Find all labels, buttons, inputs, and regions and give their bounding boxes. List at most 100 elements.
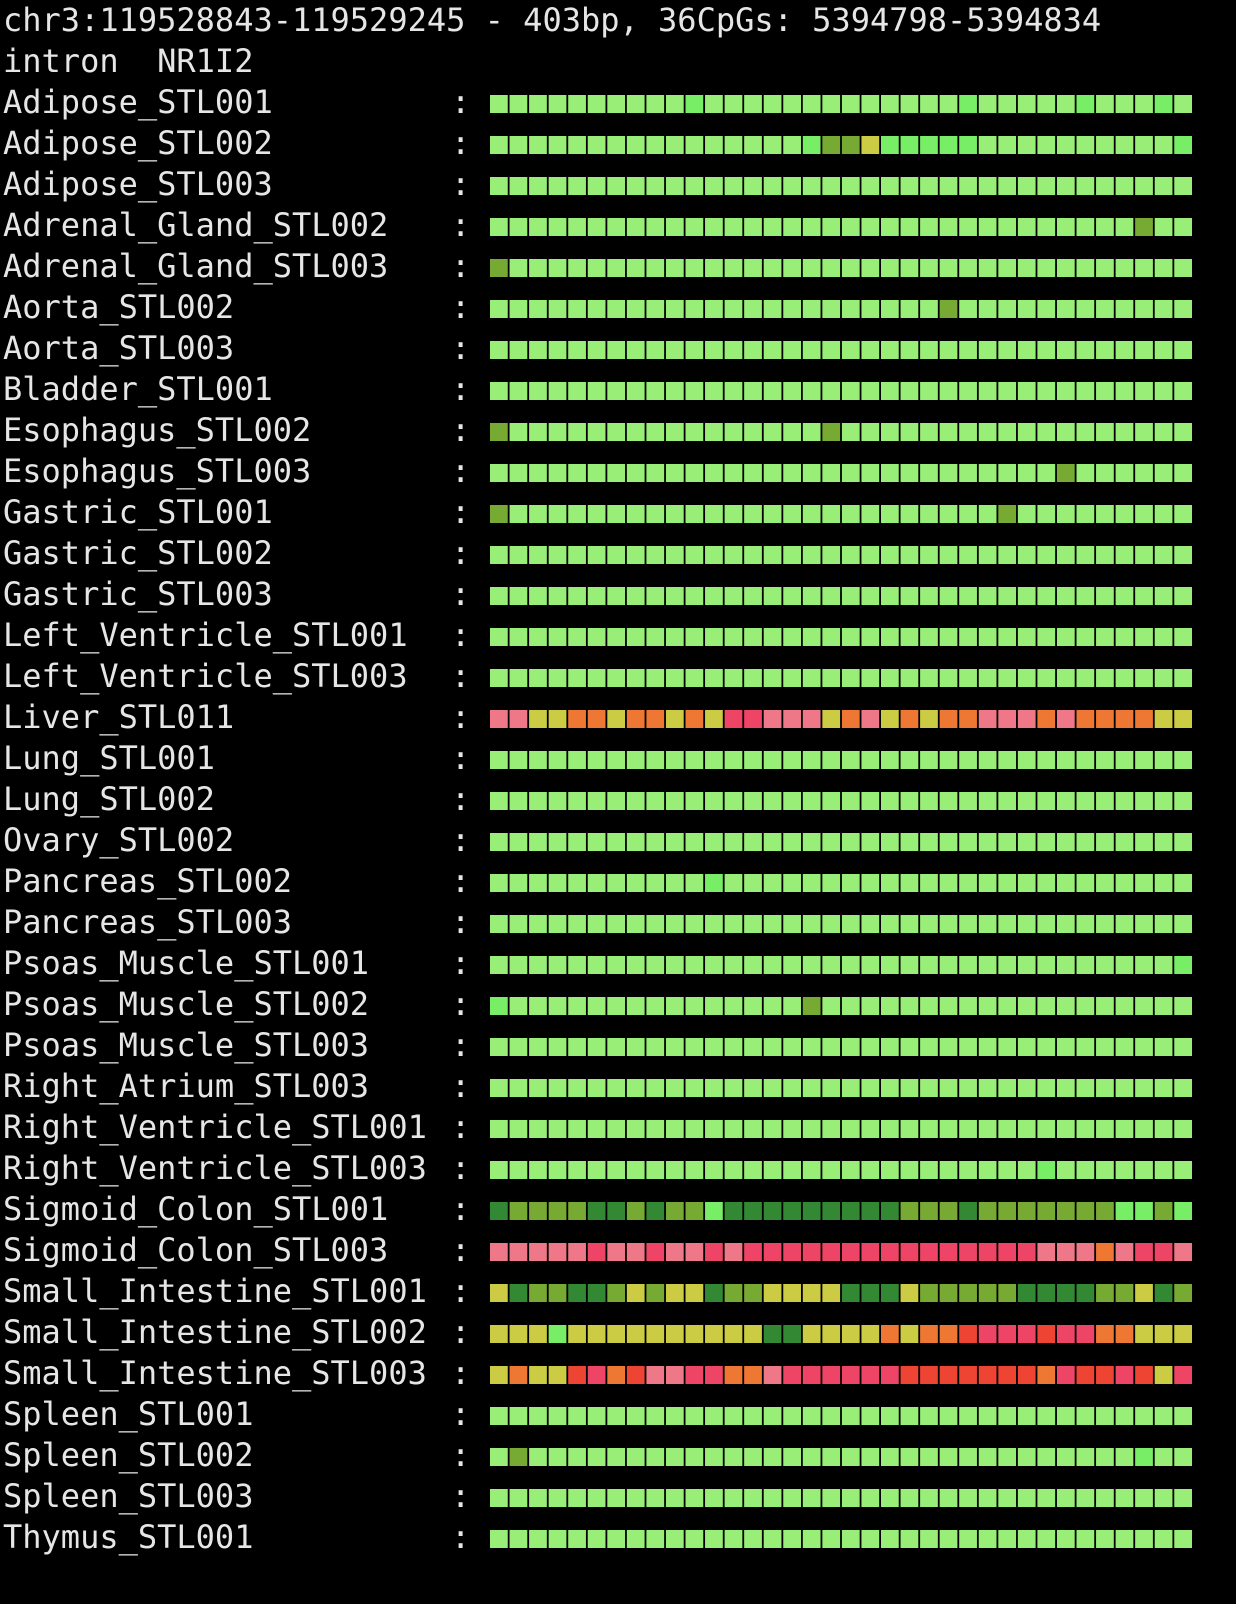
- cpg-cell: [509, 587, 528, 605]
- cpg-cell: [665, 1243, 684, 1261]
- cpg-cell: [1135, 95, 1153, 113]
- separator: :: [451, 780, 470, 818]
- cpg-cell: [568, 669, 586, 687]
- cpg-cell: [626, 382, 645, 400]
- cpg-cell: [568, 259, 586, 277]
- cpg-cell: [705, 1407, 723, 1425]
- cpg-cell: [998, 505, 1017, 523]
- cpg-cell: [490, 1161, 508, 1179]
- cpg-cell: [548, 1284, 567, 1302]
- cpg-cell: [1174, 1530, 1192, 1548]
- cpg-cell: [841, 1489, 860, 1507]
- annotation: intron NR1I2: [3, 42, 253, 80]
- cpg-cell: [1115, 382, 1134, 400]
- row-label: Right_Atrium_STL003: [3, 1067, 369, 1105]
- cpg-cell: [1154, 874, 1173, 892]
- cpg-cell: [783, 669, 801, 687]
- cpg-cell: [802, 628, 821, 646]
- cpg-cell: [763, 1284, 782, 1302]
- cpg-cell: [861, 1448, 880, 1466]
- cpg-cell: [939, 1448, 958, 1466]
- cpg-cell: [841, 628, 860, 646]
- cpg-cell: [1096, 833, 1114, 851]
- cpg-cell: [626, 1530, 645, 1548]
- cpg-cell: [607, 546, 626, 564]
- cpg-cell: [646, 341, 665, 359]
- cpg-cell: [939, 259, 958, 277]
- cpg-cell: [626, 423, 645, 441]
- cpg-cell: [1135, 1366, 1153, 1384]
- cpg-cell: [568, 1407, 586, 1425]
- cpg-cell: [763, 382, 782, 400]
- cpg-cell: [1076, 218, 1095, 236]
- cpg-cell: [685, 341, 704, 359]
- cpg-cell: [939, 710, 958, 728]
- cpg-cell: [861, 505, 880, 523]
- cpg-cell: [1037, 833, 1056, 851]
- cpg-cell: [626, 669, 645, 687]
- cpg-cell: [490, 464, 508, 482]
- cpg-cell: [529, 382, 547, 400]
- cpg-cell: [548, 1407, 567, 1425]
- cpg-cell: [802, 669, 821, 687]
- cpg-cell: [959, 1079, 977, 1097]
- cpg-cell: [724, 382, 743, 400]
- row-label: Liver_STL011: [3, 698, 234, 736]
- cpg-cell: [920, 915, 938, 933]
- cpg-cell: [881, 833, 899, 851]
- cpg-cell: [1115, 177, 1134, 195]
- cpg-cell: [646, 218, 665, 236]
- cpg-cell: [998, 1120, 1017, 1138]
- cpg-cell: [881, 1038, 899, 1056]
- cpg-cell: [998, 136, 1017, 154]
- cpg-cell: [783, 874, 801, 892]
- cpg-cell: [900, 956, 919, 974]
- cpg-cell: [646, 464, 665, 482]
- cpg-cell: [1076, 1243, 1095, 1261]
- cpg-cell: [783, 1079, 801, 1097]
- cpg-cell: [783, 464, 801, 482]
- cpg-cell: [626, 628, 645, 646]
- cpg-cell: [490, 1489, 508, 1507]
- cpg-cell: [959, 1243, 977, 1261]
- cpg-cell: [1056, 1161, 1075, 1179]
- cpg-cell: [490, 997, 508, 1015]
- cpg-cell: [685, 874, 704, 892]
- cpg-cell: [1076, 751, 1095, 769]
- cpg-cell: [646, 669, 665, 687]
- cpg-cell: [900, 300, 919, 318]
- cpg-cell: [705, 1366, 723, 1384]
- cpg-cell: [783, 997, 801, 1015]
- row-label: Small_Intestine_STL003: [3, 1354, 427, 1392]
- cpg-cell: [705, 1284, 723, 1302]
- cpg-cell: [685, 1161, 704, 1179]
- cpg-cell: [802, 1325, 821, 1343]
- cpg-cell: [529, 1202, 547, 1220]
- cpg-cell: [861, 669, 880, 687]
- cpg-cell: [881, 1489, 899, 1507]
- cpg-cell: [1174, 587, 1192, 605]
- cpg-cell: [998, 218, 1017, 236]
- row-label: Psoas_Muscle_STL003: [3, 1026, 369, 1064]
- cpg-cell: [920, 1489, 938, 1507]
- cpg-cell: [998, 1284, 1017, 1302]
- row-label: Adipose_STL002: [3, 124, 273, 162]
- cpg-cell: [802, 1448, 821, 1466]
- cpg-cell: [998, 300, 1017, 318]
- cpg-cell: [490, 505, 508, 523]
- cpg-cell: [529, 751, 547, 769]
- cpg-cell: [822, 1489, 841, 1507]
- cpg-cell: [1096, 915, 1114, 933]
- cpg-cell: [587, 792, 606, 810]
- cpg-cell: [1135, 136, 1153, 154]
- cpg-cell: [763, 136, 782, 154]
- cpg-cell: [1115, 300, 1134, 318]
- cpg-cell: [1037, 1284, 1056, 1302]
- cpg-cell: [1076, 997, 1095, 1015]
- cpg-cell: [587, 218, 606, 236]
- cpg-cell: [724, 710, 743, 728]
- cpg-cell: [959, 1407, 977, 1425]
- cpg-cell: [881, 956, 899, 974]
- cpg-cell: [978, 464, 997, 482]
- cpg-cell: [978, 423, 997, 441]
